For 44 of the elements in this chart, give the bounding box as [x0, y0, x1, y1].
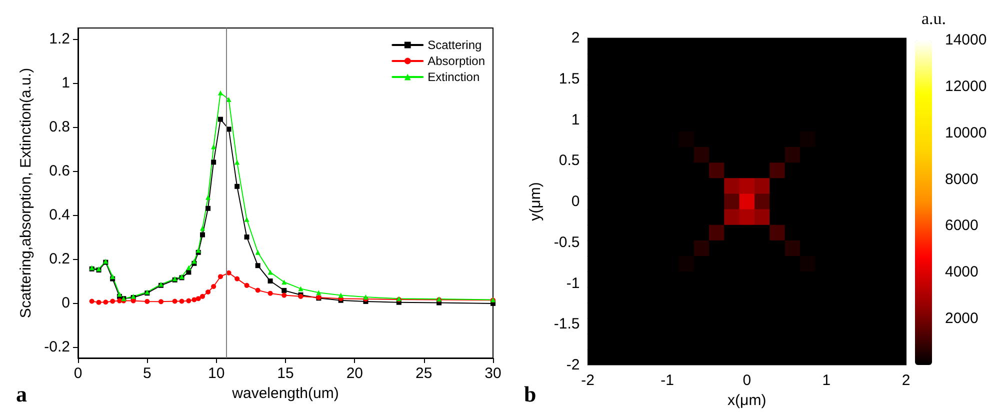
x-tick-label: 1	[822, 372, 831, 389]
legend-label: Extinction	[428, 70, 480, 84]
color-bar-title: a.u.	[921, 9, 946, 28]
x-tick-label: 25	[415, 365, 432, 382]
y-tick-label: 0.8	[49, 118, 70, 136]
text: a	[16, 382, 27, 406]
color-bar-label: 8000	[945, 170, 978, 188]
y-axis-title: y(μm)	[527, 182, 544, 221]
x-tick-label: 0	[74, 365, 82, 382]
x-tick-label: 5	[142, 365, 152, 382]
y-tick-label: 1	[571, 111, 580, 128]
y-tick-label: 0	[62, 294, 70, 312]
y-tick-label: 0.5	[558, 152, 580, 170]
y-tick-label: 0	[571, 193, 580, 210]
color-bar-label: 10000	[945, 124, 987, 142]
y-tick-label: -0.5	[554, 234, 580, 251]
x-axis-title: wavelength(um)	[231, 385, 339, 402]
y-tick-label: -0.2	[44, 338, 70, 356]
x-tick-label: 20	[346, 365, 364, 382]
color-bar-label: 12000	[945, 78, 987, 95]
y-axis-title: Scattering,absorption, Extinction(a.u.)	[17, 68, 34, 318]
color-bar-label: 4000	[945, 264, 978, 281]
y-tick-label: 2	[571, 30, 580, 46]
color-bar-label: 2000	[945, 310, 978, 328]
x-tick-label: 10	[208, 365, 225, 382]
color-bar-label: 14000	[945, 32, 987, 48]
x-tick-label: 15	[277, 365, 294, 382]
color-bar-label: 6000	[945, 217, 978, 234]
x-axis-title: x(μm)	[728, 392, 766, 409]
text: b	[524, 382, 536, 406]
y-tick-label: -1.5	[554, 316, 580, 333]
legend-label: Absorption	[428, 54, 486, 68]
x-tick-label: -1	[660, 372, 674, 389]
y-tick-label: 0.2	[49, 250, 70, 268]
y-tick-label: 0.4	[49, 206, 70, 224]
x-tick-label: 0	[742, 372, 752, 389]
y-tick-label: 1	[62, 74, 70, 92]
x-tick-label: 2	[902, 372, 910, 389]
legend-label: Scattering	[428, 38, 482, 52]
y-tick-label: -1	[566, 274, 580, 292]
y-tick-label: 1.2	[49, 30, 70, 48]
y-tick-label: 0.6	[49, 162, 70, 180]
x-tick-label: 30	[484, 365, 502, 382]
y-tick-label: 1.5	[558, 70, 580, 88]
